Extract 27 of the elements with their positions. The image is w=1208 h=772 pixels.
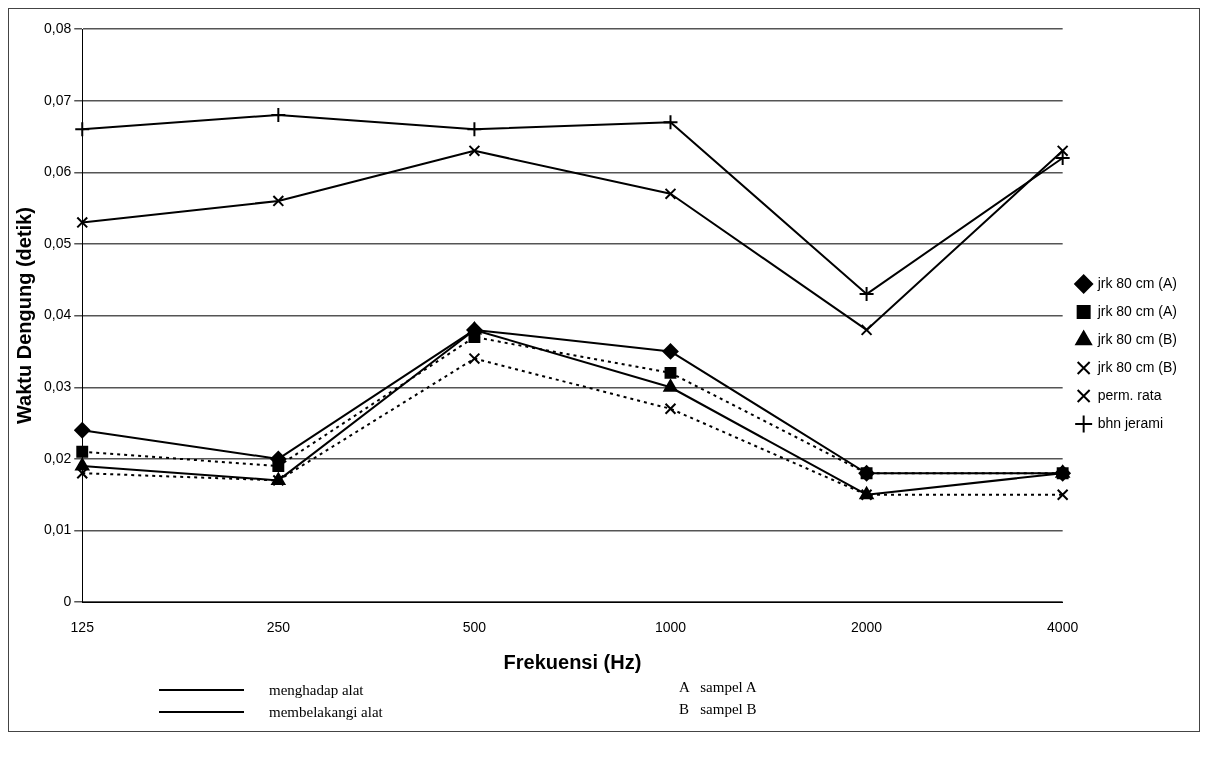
y-tick-label: 0,03 (44, 378, 72, 395)
y-tick-label: 0,06 (44, 163, 72, 180)
legend-label: bhn jerami (1097, 414, 1164, 431)
y-tick-label: 0,08 (44, 19, 72, 36)
text: membelakangi alat (269, 703, 383, 721)
x-tick-label: 1000 (654, 619, 687, 636)
x-tick-label: 125 (70, 619, 95, 636)
y-tick-label: 0,01 (44, 521, 72, 538)
y-tick-label: 0 (63, 593, 72, 610)
legend-label: perm. rata (1097, 386, 1162, 403)
x-tick-label: 250 (266, 619, 291, 636)
legend-label: jrk 80 cm (B) (1096, 330, 1178, 347)
legend-label: jrk 80 cm (A) (1096, 302, 1178, 319)
y-axis-title: Waktu Dengung (detik) (12, 207, 35, 425)
y-tick-label: 0,04 (44, 306, 72, 323)
x-tick-label: 4000 (1047, 619, 1079, 636)
legend-label: jrk 80 cm (B) (1096, 358, 1178, 375)
legend-label: jrk 80 cm (A) (1096, 274, 1178, 291)
text: B sampel B (679, 701, 757, 719)
text: A sampel A (679, 679, 757, 697)
x-tick-label: 2000 (851, 619, 883, 636)
y-tick-label: 0,05 (44, 234, 72, 251)
x-tick-label: 500 (462, 619, 487, 636)
text: menghadap alat (269, 681, 364, 699)
x-axis-title: Frekuensi (Hz) (503, 650, 642, 673)
y-tick-label: 0,07 (44, 91, 72, 108)
y-tick-label: 0,02 (44, 449, 72, 466)
